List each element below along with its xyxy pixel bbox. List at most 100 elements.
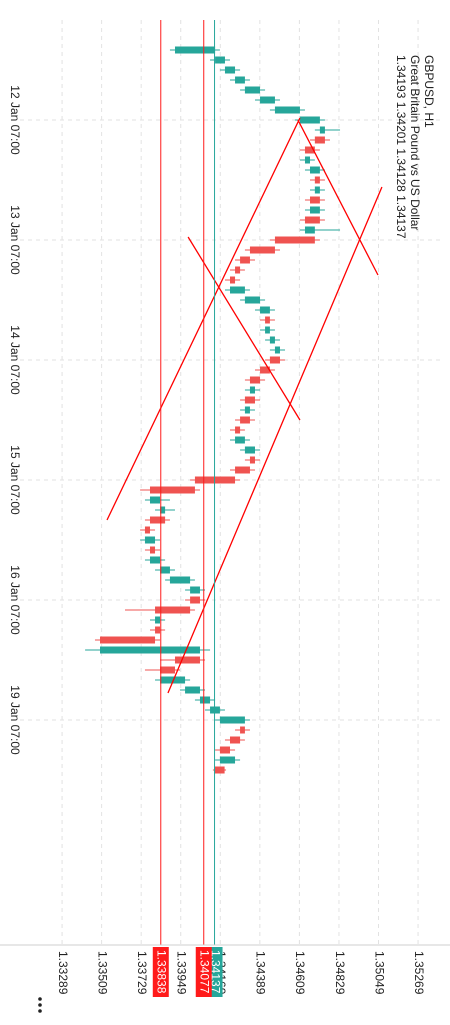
- overlays: [106, 20, 383, 945]
- y-tick-label: 1.34609: [293, 951, 307, 995]
- candle-body: [304, 226, 315, 234]
- ohlc-values: 1.34193 1.34201 1.34128 1.34137: [394, 55, 408, 239]
- candle-body: [100, 646, 200, 654]
- candle-body: [244, 446, 255, 454]
- candle-body: [235, 436, 245, 444]
- candle-body: [174, 656, 200, 664]
- candle-body: [100, 636, 156, 644]
- y-tick-label: 1.33289: [56, 951, 70, 995]
- candle-body: [299, 116, 320, 124]
- candle-body: [244, 406, 250, 414]
- chart-subtitle: Great Britain Pound vs US Dollar: [408, 55, 422, 230]
- candle-body: [235, 466, 250, 474]
- candle-body: [224, 66, 236, 74]
- candle-body: [265, 316, 270, 324]
- candle-body: [144, 536, 156, 544]
- candle-body: [304, 156, 311, 164]
- candle-body: [235, 426, 241, 434]
- y-tick-label: 1.35269: [412, 951, 426, 995]
- candle-body: [244, 396, 255, 404]
- candle-body: [249, 456, 255, 464]
- candle-body: [174, 46, 216, 54]
- candle-body: [249, 386, 255, 394]
- menu-button[interactable]: [38, 997, 42, 1013]
- candle-body: [160, 506, 166, 514]
- candle-body: [314, 136, 325, 144]
- candle-body: [199, 696, 211, 704]
- candle-body: [269, 356, 280, 364]
- candle-body: [190, 596, 200, 604]
- candle-body: [149, 496, 161, 504]
- candle-body: [240, 416, 250, 424]
- candle-body: [169, 576, 191, 584]
- candle-body: [319, 126, 325, 134]
- price-label-box: [152, 947, 169, 997]
- candle-body: [274, 106, 300, 114]
- candle-body: [160, 666, 175, 674]
- candle-body: [249, 376, 261, 384]
- candle-body: [230, 736, 241, 744]
- candle-body: [149, 516, 166, 524]
- price-label: 1.34137: [208, 950, 222, 994]
- plot: [85, 46, 341, 774]
- menu-dot[interactable]: [38, 1009, 42, 1013]
- candle-body: [235, 76, 245, 84]
- candle-body: [229, 286, 245, 294]
- x-tick-label: 13 Jan 07:00: [8, 205, 22, 275]
- y-tick-label: 1.33509: [95, 951, 109, 995]
- candle-body: [249, 246, 275, 254]
- trend-line: [297, 119, 379, 276]
- chart-title: GBPUSD, H1: [422, 55, 436, 128]
- candle-body: [244, 86, 261, 94]
- candle-body: [229, 276, 236, 284]
- candle-body: [160, 676, 186, 684]
- candle-body: [185, 686, 200, 694]
- candle-body: [260, 366, 270, 374]
- y-tick-label: 1.33729: [135, 951, 149, 995]
- candle-body: [310, 196, 320, 204]
- candle-body: [304, 216, 320, 224]
- candle-body: [155, 616, 161, 624]
- menu-dot[interactable]: [38, 997, 42, 1001]
- price-label-box: [195, 947, 212, 997]
- candle-body: [260, 96, 275, 104]
- x-tick-label: 16 Jan 07:00: [8, 565, 22, 635]
- candle-body: [149, 556, 161, 564]
- candle-body: [149, 486, 195, 494]
- price-label: 1.33838: [155, 950, 169, 994]
- x-tick-label: 14 Jan 07:00: [8, 325, 22, 395]
- x-tick-label: 19 Jan 07:00: [8, 685, 22, 755]
- y-tick-label: 1.35049: [372, 951, 386, 995]
- y-tick-label: 1.33949: [175, 951, 189, 995]
- candle-body: [314, 176, 320, 184]
- chart-frame: 1.332891.335091.337291.339491.341691.343…: [0, 20, 450, 1013]
- y-tick-label: 1.34829: [333, 951, 347, 995]
- y-tick-label: 1.34389: [254, 951, 268, 995]
- candle-body: [244, 296, 261, 304]
- price-label: 1.34077: [198, 950, 212, 994]
- candle-body: [155, 626, 161, 634]
- candle-body: [144, 526, 150, 534]
- candle-body: [219, 746, 230, 754]
- candle-body: [149, 546, 156, 554]
- candle-body: [265, 326, 270, 334]
- x-tick-label: 15 Jan 07:00: [8, 445, 22, 515]
- trend-line: [187, 236, 301, 421]
- candle-body: [155, 606, 191, 614]
- candle-body: [235, 266, 241, 274]
- candle-body: [310, 166, 320, 174]
- menu-dot[interactable]: [38, 1003, 42, 1007]
- candle-body: [160, 566, 170, 574]
- x-tick-label: 12 Jan 07:00: [8, 85, 22, 155]
- candle-body: [314, 186, 320, 194]
- candle-body: [240, 256, 250, 264]
- candle-body: [274, 346, 280, 354]
- candle-body: [310, 206, 320, 214]
- candle-body: [190, 586, 200, 594]
- candle-body: [260, 306, 270, 314]
- candle-body: [214, 766, 225, 774]
- candle-body: [219, 756, 236, 764]
- trend-line: [167, 186, 383, 694]
